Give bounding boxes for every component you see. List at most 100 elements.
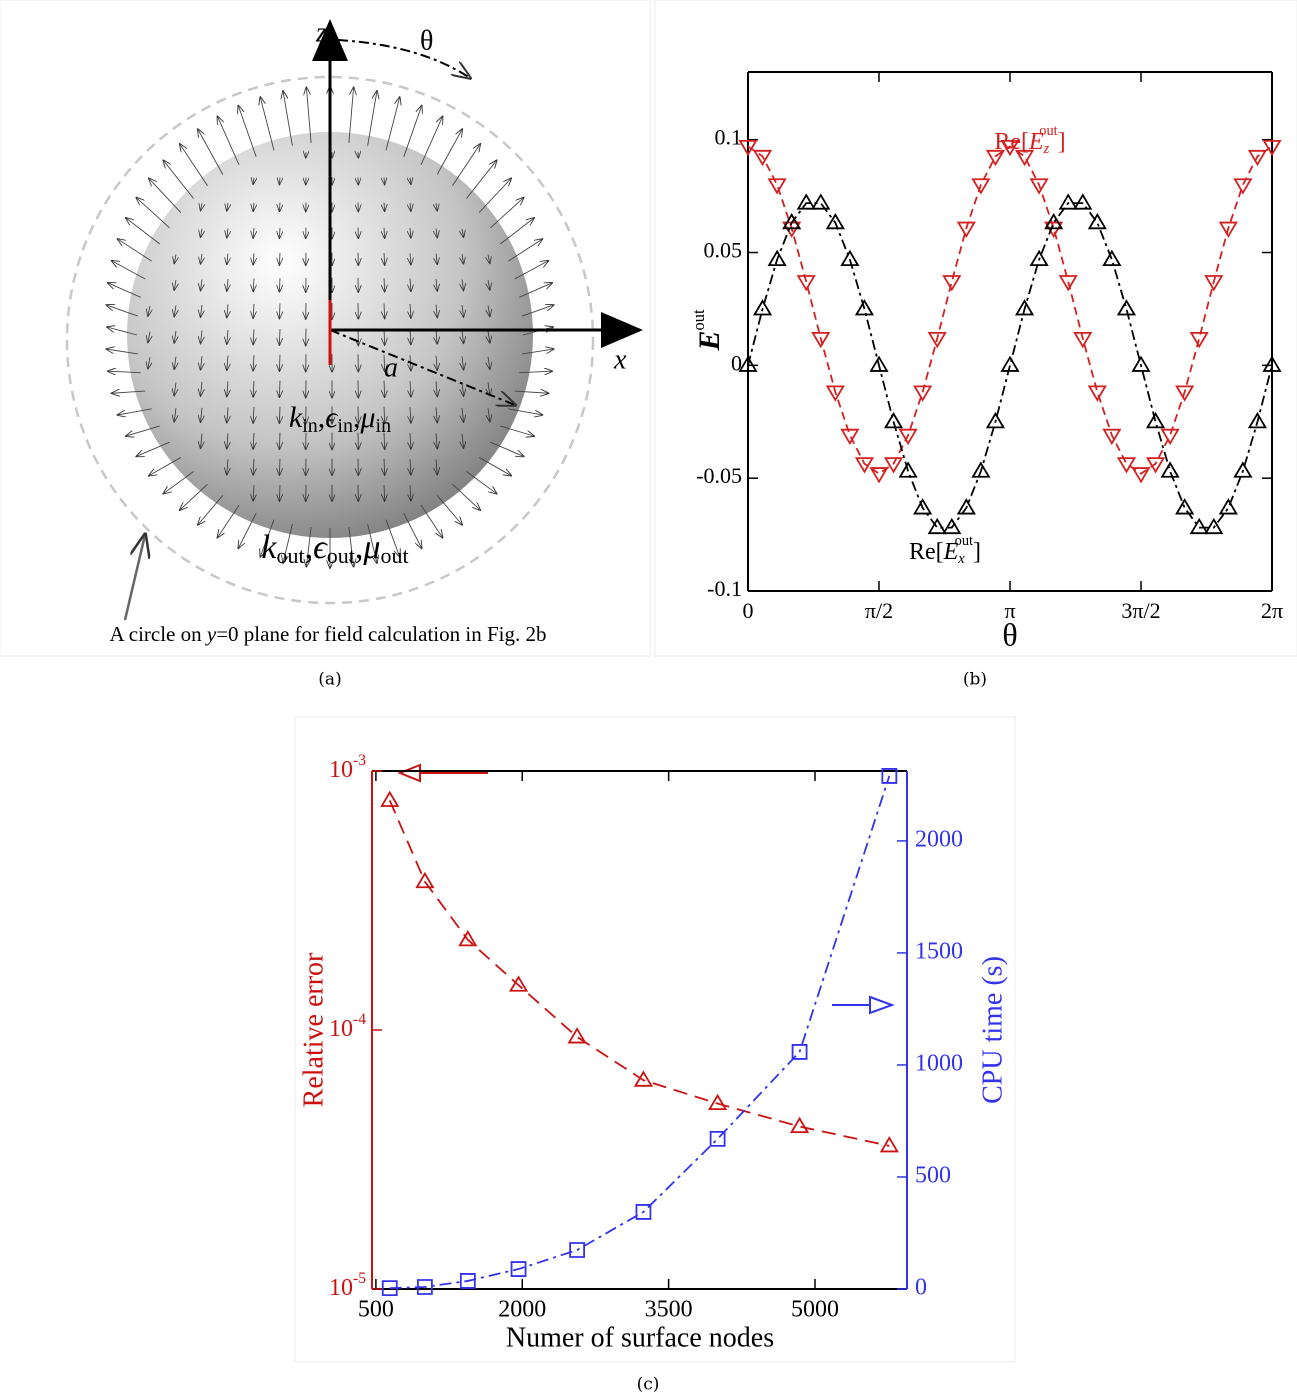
series-label-part: ] bbox=[973, 539, 981, 565]
field-arrow bbox=[279, 202, 280, 212]
x-tick-label: π bbox=[1004, 598, 1015, 623]
field-arrow bbox=[200, 228, 202, 238]
circle-note: A circle on y=0 plane for field calculat… bbox=[110, 622, 547, 646]
marker bbox=[811, 193, 831, 210]
field-arrow bbox=[174, 382, 176, 395]
series-line bbox=[747, 145, 1273, 475]
marker bbox=[1014, 149, 1035, 167]
y-tick-label-part: -4 bbox=[353, 1011, 366, 1028]
marker bbox=[1160, 461, 1180, 478]
field-arrow bbox=[253, 355, 254, 371]
field-arrow bbox=[106, 305, 139, 317]
marker bbox=[869, 467, 889, 484]
marker bbox=[825, 385, 845, 402]
field-arrow bbox=[279, 278, 280, 292]
field-arrow bbox=[385, 519, 400, 557]
field-arrow bbox=[452, 144, 480, 187]
field-arrow bbox=[149, 178, 182, 213]
field-arrow bbox=[253, 303, 254, 318]
marker bbox=[1233, 178, 1253, 195]
field-arrow bbox=[227, 253, 228, 265]
field-arrow bbox=[108, 371, 141, 372]
field-arrow bbox=[410, 278, 411, 292]
field-arrow bbox=[436, 459, 437, 474]
field-arrow bbox=[410, 329, 411, 345]
marker bbox=[1087, 385, 1107, 402]
marker bbox=[569, 1242, 586, 1258]
field-arrow bbox=[148, 357, 150, 369]
x-tick-label: 3500 bbox=[645, 1297, 693, 1323]
marker bbox=[1014, 299, 1035, 316]
field-arrow bbox=[279, 227, 280, 239]
medium-part: out bbox=[276, 543, 304, 568]
y-axis-label-part: E bbox=[693, 331, 726, 352]
marker bbox=[1233, 461, 1253, 478]
y2-tick-label: 0 bbox=[915, 1275, 927, 1301]
field-arrow bbox=[106, 349, 138, 355]
marker bbox=[1000, 139, 1020, 157]
x-tick-label: π/2 bbox=[865, 598, 893, 623]
field-arrow bbox=[260, 97, 275, 151]
series-label-part: z bbox=[1043, 141, 1050, 157]
field-arrow bbox=[238, 513, 257, 548]
field-arrow bbox=[200, 407, 202, 422]
field-arrow bbox=[384, 458, 385, 475]
field-arrow bbox=[519, 283, 552, 298]
field-arrow bbox=[174, 330, 176, 343]
field-arrow bbox=[403, 106, 422, 157]
field-arrow bbox=[227, 459, 228, 474]
marker bbox=[1204, 275, 1224, 292]
marker bbox=[752, 299, 773, 316]
field-arrow bbox=[253, 485, 254, 501]
caption: (a) bbox=[318, 670, 341, 690]
marker bbox=[898, 461, 918, 478]
field-arrow bbox=[253, 406, 254, 423]
field-arrow bbox=[174, 408, 176, 422]
series-label: Re[Ex out] bbox=[909, 533, 981, 567]
field-arrow bbox=[403, 513, 422, 548]
field-arrow bbox=[488, 356, 490, 370]
field-arrow bbox=[522, 349, 554, 355]
note-part: =0 plane for field calculation in Fig. 2… bbox=[216, 622, 546, 646]
series-label-part: out bbox=[955, 533, 973, 549]
field-arrow bbox=[410, 407, 411, 423]
series-label-part: out bbox=[1039, 123, 1057, 139]
marker bbox=[1073, 331, 1093, 349]
y-tick-label-part: 10 bbox=[329, 1275, 353, 1301]
field-arrow bbox=[478, 457, 511, 475]
field-arrow bbox=[384, 406, 385, 424]
y-axis-label: Eout bbox=[689, 309, 726, 352]
field-arrow bbox=[420, 116, 443, 165]
field-arrow bbox=[514, 261, 549, 280]
marker bbox=[709, 1130, 726, 1147]
marker bbox=[985, 149, 1006, 167]
field-arrow bbox=[410, 202, 411, 211]
field-arrow bbox=[488, 254, 490, 264]
series-label-part: E bbox=[943, 539, 959, 565]
field-arrow bbox=[384, 278, 385, 292]
marker bbox=[854, 457, 875, 474]
x-tick-label: 2π bbox=[1261, 598, 1283, 623]
field-arrow bbox=[410, 459, 411, 475]
field-arrow bbox=[462, 330, 464, 344]
axis-arrow bbox=[397, 763, 421, 783]
field-arrow bbox=[227, 203, 228, 211]
field-arrow bbox=[227, 381, 228, 396]
marker bbox=[752, 149, 773, 167]
field-arrow bbox=[384, 303, 385, 319]
marker bbox=[1189, 517, 1209, 535]
x-axis-label: θ bbox=[1002, 616, 1017, 652]
field-arrow bbox=[384, 177, 385, 184]
field-arrow bbox=[384, 484, 385, 501]
field-arrow bbox=[198, 495, 224, 524]
field-arrow bbox=[260, 519, 275, 557]
y-tick-label: 0 bbox=[731, 350, 742, 375]
marker bbox=[942, 517, 962, 535]
field-arrow bbox=[466, 160, 496, 199]
marker bbox=[635, 1204, 652, 1220]
marker bbox=[1262, 139, 1282, 157]
marker bbox=[380, 790, 400, 807]
field-arrow bbox=[253, 381, 254, 397]
y-tick-label-part: 10 bbox=[329, 1016, 353, 1042]
marker bbox=[825, 212, 845, 230]
